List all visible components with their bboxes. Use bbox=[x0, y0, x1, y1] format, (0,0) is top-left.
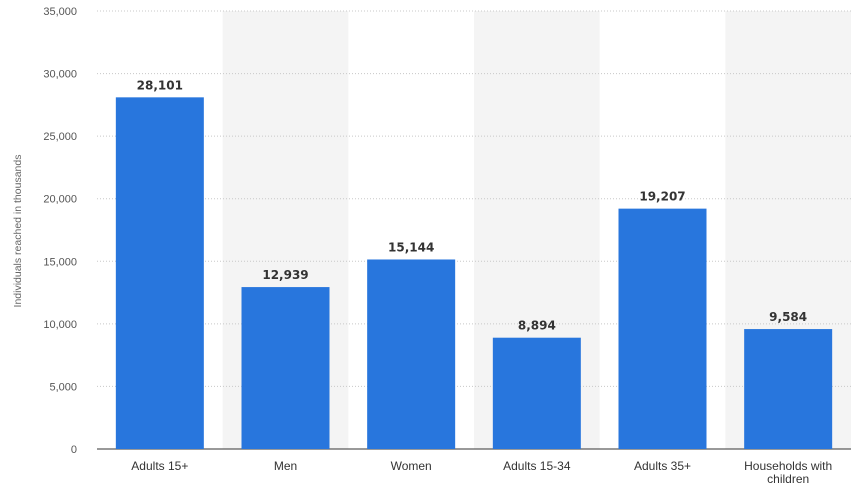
bar[interactable] bbox=[492, 337, 581, 449]
data-label: 8,894 bbox=[518, 319, 556, 333]
bar[interactable] bbox=[618, 208, 707, 449]
y-axis-tick-labels: 0 5,000 10,000 15,000 20,000 25,000 30,000 35,0… bbox=[43, 6, 77, 456]
gridlines bbox=[97, 10, 851, 450]
y-tick-label: 5,000 bbox=[49, 381, 77, 393]
y-tick-label: 25,000 bbox=[43, 131, 77, 143]
data-labels: 28,101 12,939 15,144 8,894 19,207 9,584 bbox=[137, 78, 807, 332]
bar[interactable] bbox=[367, 259, 456, 449]
y-tick-label: 10,000 bbox=[43, 319, 77, 331]
x-tick-label: Adults 15+ bbox=[131, 459, 188, 473]
y-tick-label: 20,000 bbox=[43, 194, 77, 206]
bar[interactable] bbox=[115, 97, 204, 449]
x-axis-category-labels: Adults 15+ Men Women Adults 15-34 Adults 35+… bbox=[131, 459, 832, 486]
data-label: 28,101 bbox=[137, 78, 183, 92]
data-label: 9,584 bbox=[769, 310, 807, 324]
bar[interactable] bbox=[744, 329, 833, 449]
bars bbox=[115, 97, 833, 449]
x-tick-label: Households with children bbox=[744, 459, 832, 486]
y-tick-label: 15,000 bbox=[43, 256, 77, 268]
alternating-bands bbox=[222, 11, 851, 449]
y-axis-title: Individuals reached in thousands bbox=[12, 155, 24, 308]
y-tick-label: 0 bbox=[71, 444, 77, 456]
x-tick-label: Women bbox=[391, 459, 432, 473]
y-tick-label: 30,000 bbox=[43, 69, 77, 81]
data-label: 15,144 bbox=[388, 240, 434, 254]
bar[interactable] bbox=[241, 287, 330, 449]
y-tick-label: 35,000 bbox=[43, 6, 77, 18]
x-tick-label: Men bbox=[274, 459, 297, 473]
data-label: 12,939 bbox=[262, 268, 308, 282]
data-label: 19,207 bbox=[639, 190, 685, 204]
x-tick-label: Adults 35+ bbox=[634, 459, 691, 473]
x-tick-label: Adults 15-34 bbox=[503, 459, 571, 473]
